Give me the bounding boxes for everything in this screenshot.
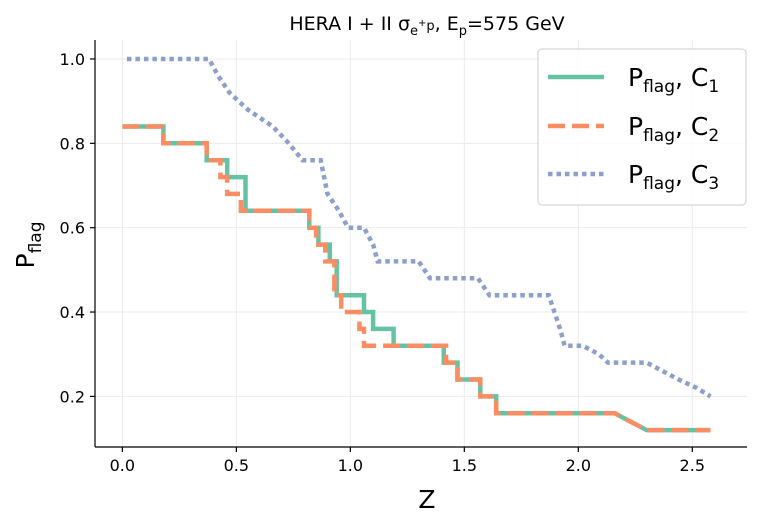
series-line-c2 bbox=[122, 124, 711, 433]
legend-frame bbox=[537, 48, 747, 206]
legend-label-c3: Pflag, C3 bbox=[628, 160, 719, 194]
title-sub-e: e bbox=[410, 24, 418, 39]
title-end: =575 GeV bbox=[467, 13, 565, 35]
title-sup-plus: + bbox=[418, 18, 426, 29]
chart-title: HERA I + II σe+p, Ep=575 GeV bbox=[289, 13, 564, 39]
y-label-sub: flag bbox=[26, 222, 46, 254]
title-sub-p2: p bbox=[459, 24, 467, 39]
x-tick-label: 2.0 bbox=[566, 456, 591, 475]
x-tick-label: 1.0 bbox=[338, 456, 363, 475]
axes bbox=[94, 40, 747, 448]
y-tick-label: 0.4 bbox=[60, 303, 85, 322]
legend-label-c1: Pflag, C1 bbox=[628, 63, 719, 97]
legend: Pflag, C1 Pflag, C2 Pflag, C3 bbox=[537, 48, 747, 206]
y-tick-label: 0.2 bbox=[60, 387, 85, 406]
title-main: HERA I + II σ bbox=[289, 13, 410, 35]
x-axis-label: Z bbox=[418, 485, 435, 514]
x-tick-label: 2.5 bbox=[680, 456, 705, 475]
series-group bbox=[122, 56, 712, 433]
title-mid: , E bbox=[435, 13, 459, 35]
y-tick-label: 0.8 bbox=[60, 134, 85, 153]
legend-label-c2: Pflag, C2 bbox=[628, 112, 719, 146]
x-tick-label: 0.0 bbox=[110, 456, 135, 475]
y-tick-label: 0.6 bbox=[60, 219, 85, 238]
title-sub-p: p bbox=[426, 19, 434, 34]
y-axis-label: Pflag bbox=[11, 222, 46, 269]
y-tick-label: 1.0 bbox=[60, 50, 85, 69]
x-ticks: 0.0 0.5 1.0 1.5 2.0 2.5 bbox=[110, 447, 705, 475]
series-line-c3 bbox=[126, 56, 712, 399]
x-tick-label: 0.5 bbox=[224, 456, 249, 475]
y-label-main: P bbox=[11, 253, 40, 268]
x-tick-label: 1.5 bbox=[452, 456, 477, 475]
y-ticks: 0.2 0.4 0.6 0.8 1.0 bbox=[60, 50, 95, 406]
